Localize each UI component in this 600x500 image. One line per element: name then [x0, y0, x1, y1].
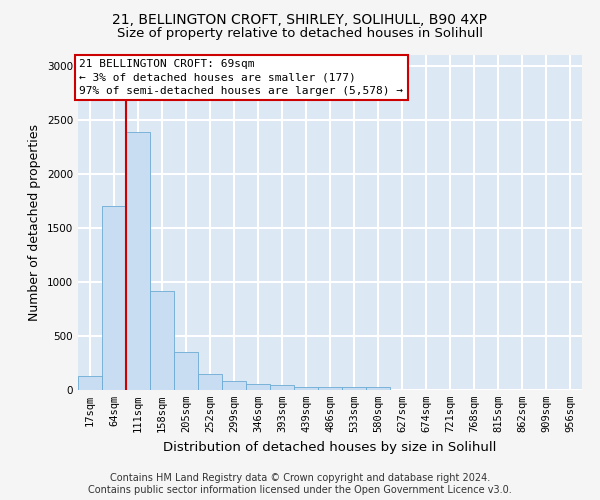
Bar — [150, 290, 174, 390]
Bar — [222, 381, 246, 390]
Bar — [78, 376, 102, 390]
Y-axis label: Number of detached properties: Number of detached properties — [28, 124, 41, 321]
Bar — [174, 352, 198, 390]
Bar — [318, 388, 342, 390]
Text: Size of property relative to detached houses in Solihull: Size of property relative to detached ho… — [117, 28, 483, 40]
Bar — [366, 388, 390, 390]
Bar — [270, 385, 294, 390]
Bar — [246, 384, 270, 390]
Text: Contains HM Land Registry data © Crown copyright and database right 2024.
Contai: Contains HM Land Registry data © Crown c… — [88, 474, 512, 495]
Bar — [342, 388, 366, 390]
Bar — [102, 206, 126, 390]
Bar — [294, 387, 318, 390]
Text: 21 BELLINGTON CROFT: 69sqm
← 3% of detached houses are smaller (177)
97% of semi: 21 BELLINGTON CROFT: 69sqm ← 3% of detac… — [79, 60, 403, 96]
X-axis label: Distribution of detached houses by size in Solihull: Distribution of detached houses by size … — [163, 440, 497, 454]
Bar — [198, 374, 222, 390]
Bar — [126, 132, 150, 390]
Text: 21, BELLINGTON CROFT, SHIRLEY, SOLIHULL, B90 4XP: 21, BELLINGTON CROFT, SHIRLEY, SOLIHULL,… — [113, 12, 487, 26]
